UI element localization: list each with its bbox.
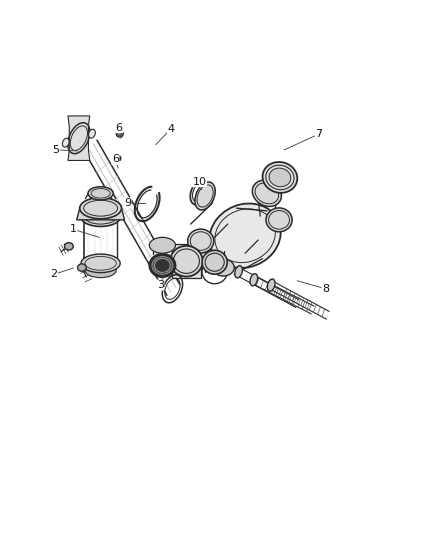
Text: 1: 1: [70, 224, 77, 235]
Text: 9: 9: [124, 198, 131, 208]
Text: 5: 5: [52, 145, 59, 155]
Ellipse shape: [212, 259, 234, 276]
Text: 2: 2: [50, 270, 57, 279]
Ellipse shape: [262, 162, 297, 193]
Ellipse shape: [64, 243, 73, 250]
Ellipse shape: [170, 246, 203, 277]
Ellipse shape: [266, 208, 292, 232]
Ellipse shape: [250, 273, 258, 286]
Ellipse shape: [116, 131, 123, 137]
Ellipse shape: [88, 187, 113, 200]
Ellipse shape: [80, 198, 121, 219]
Ellipse shape: [88, 129, 95, 138]
Ellipse shape: [116, 157, 120, 160]
Polygon shape: [77, 208, 124, 220]
Ellipse shape: [187, 229, 214, 253]
Ellipse shape: [62, 138, 69, 147]
Polygon shape: [68, 116, 90, 160]
Ellipse shape: [155, 259, 170, 272]
Ellipse shape: [269, 168, 291, 187]
Ellipse shape: [85, 263, 116, 278]
Text: 6: 6: [115, 123, 122, 133]
Ellipse shape: [118, 132, 122, 136]
Ellipse shape: [195, 182, 215, 210]
Text: 7: 7: [315, 129, 323, 139]
Ellipse shape: [149, 237, 176, 253]
Text: 10: 10: [192, 176, 206, 187]
Ellipse shape: [114, 156, 121, 161]
Text: 6: 6: [112, 155, 119, 164]
Ellipse shape: [78, 264, 86, 271]
Ellipse shape: [81, 208, 120, 227]
Ellipse shape: [149, 254, 176, 277]
Text: 4: 4: [168, 124, 175, 134]
Ellipse shape: [235, 266, 242, 278]
Ellipse shape: [252, 180, 282, 206]
Text: 8: 8: [322, 284, 329, 294]
Ellipse shape: [81, 254, 120, 272]
Ellipse shape: [152, 256, 173, 274]
Polygon shape: [172, 244, 201, 278]
Text: 3: 3: [157, 280, 164, 290]
Ellipse shape: [268, 279, 275, 291]
Ellipse shape: [202, 251, 227, 274]
Ellipse shape: [209, 204, 281, 268]
